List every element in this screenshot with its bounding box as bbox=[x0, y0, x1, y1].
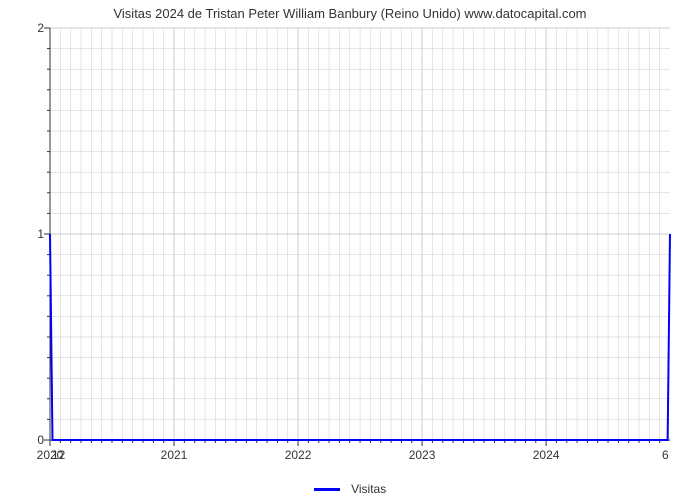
secondary-label-bottom-right: 6 bbox=[662, 448, 669, 462]
x-tick-label: 2024 bbox=[533, 448, 560, 462]
y-tick-label: 1 bbox=[4, 227, 44, 241]
secondary-label-top-left: 12 bbox=[52, 448, 65, 462]
x-tick-label: 2021 bbox=[161, 448, 188, 462]
plot-area bbox=[42, 26, 678, 450]
y-tick-label: 0 bbox=[4, 433, 44, 447]
chart-title: Visitas 2024 de Tristan Peter William Ba… bbox=[0, 6, 700, 21]
legend-label: Visitas bbox=[351, 482, 386, 496]
x-tick-label: 2022 bbox=[285, 448, 312, 462]
x-tick-label: 2023 bbox=[409, 448, 436, 462]
y-tick-label: 2 bbox=[4, 21, 44, 35]
legend-swatch bbox=[314, 488, 340, 491]
legend: Visitas bbox=[0, 481, 700, 496]
chart-container: Visitas 2024 de Tristan Peter William Ba… bbox=[0, 0, 700, 500]
